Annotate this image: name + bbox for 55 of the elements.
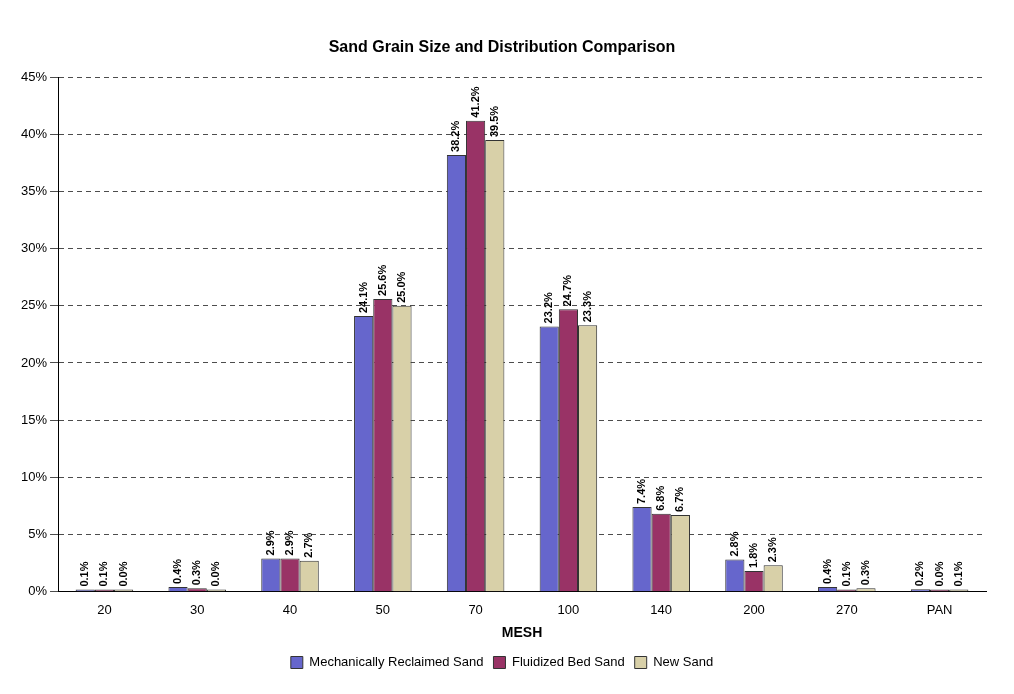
data-label: 6.7% <box>673 486 686 513</box>
y-tick-label: 0% <box>28 583 48 599</box>
y-tick-label: 45% <box>20 68 48 84</box>
data-label: 2.9% <box>283 530 296 556</box>
data-label: 0.0% <box>932 561 945 587</box>
data-label: 38.2% <box>449 120 462 152</box>
y-tick-label: 5% <box>28 526 48 542</box>
y-tick-label: 25% <box>20 297 48 313</box>
data-label: 0.1% <box>97 561 110 587</box>
legend-label: New Sand <box>653 654 714 670</box>
data-label: 23.3% <box>580 290 593 323</box>
data-label: 23.2% <box>542 291 555 324</box>
x-tick-label: 50 <box>375 601 391 617</box>
data-label: 0.1% <box>839 561 852 587</box>
legend-label: Mechanically Reclaimed Sand <box>309 654 484 670</box>
x-tick-label: 140 <box>650 601 673 617</box>
legend-label: Fluidized Bed Sand <box>511 654 625 670</box>
data-label: 0.0% <box>209 561 222 587</box>
data-label: 2.9% <box>263 530 276 556</box>
data-label: 24.7% <box>561 274 574 307</box>
data-label: 2.7% <box>302 532 315 558</box>
x-tick-label: 100 <box>557 601 580 617</box>
data-label: 0.0% <box>116 561 129 587</box>
data-label: 0.4% <box>171 558 184 585</box>
x-tick-label: 40 <box>282 601 298 617</box>
data-label: 39.5% <box>487 105 500 138</box>
data-label: 2.3% <box>766 537 779 563</box>
x-axis-title: MESH <box>501 624 543 641</box>
y-tick-label: 35% <box>20 183 48 199</box>
y-tick-label: 10% <box>20 468 48 484</box>
data-label: 24.1% <box>356 281 369 314</box>
data-label: 0.4% <box>820 558 833 585</box>
x-tick-label: 200 <box>743 601 765 617</box>
data-label: 0.1% <box>951 561 964 587</box>
y-tick-label: 15% <box>20 411 48 427</box>
data-label: 2.8% <box>727 531 740 557</box>
x-tick-label: 30 <box>189 601 205 617</box>
data-label: 25.0% <box>395 271 408 303</box>
data-label: 0.3% <box>190 559 203 586</box>
chart-title: Sand Grain Size and Distribution Comparison <box>328 38 676 56</box>
x-tick-label: 270 <box>835 601 858 617</box>
data-label: 25.6% <box>375 264 388 296</box>
data-label: 7.4% <box>635 478 648 505</box>
x-tick-label: PAN <box>926 601 953 617</box>
y-tick-label: 20% <box>20 354 48 370</box>
x-tick-label: 70 <box>468 601 483 617</box>
data-label: 0.2% <box>913 561 926 587</box>
y-tick-label: 40% <box>20 125 48 141</box>
x-tick-label: 20 <box>97 601 112 617</box>
data-label: 41.2% <box>468 86 481 118</box>
data-label: 0.3% <box>859 559 872 586</box>
data-label: 0.1% <box>78 561 91 587</box>
data-label: 6.8% <box>654 485 667 511</box>
data-label: 1.8% <box>747 542 760 569</box>
y-tick-label: 30% <box>20 240 48 256</box>
